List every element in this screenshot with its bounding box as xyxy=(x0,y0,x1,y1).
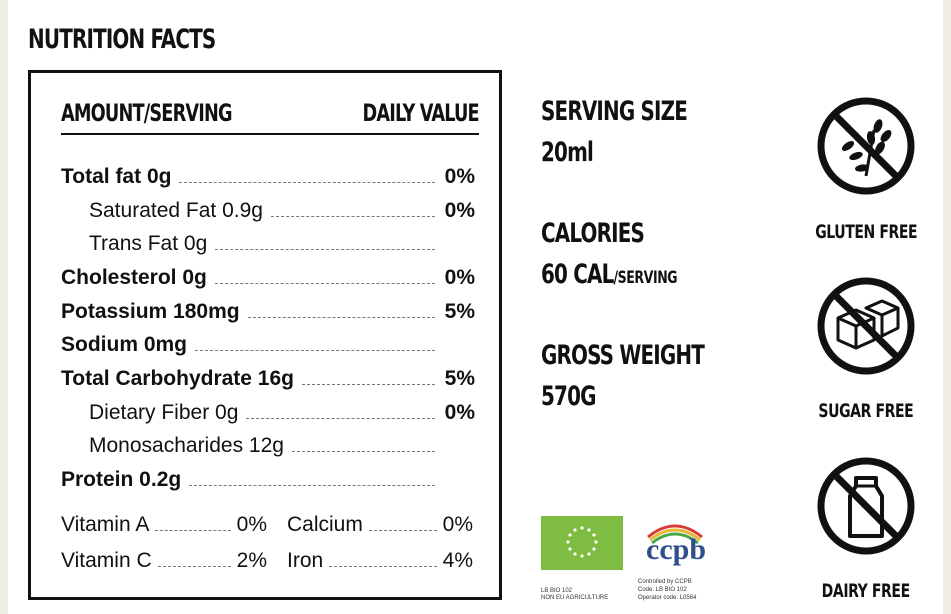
eu-cert-origin: NON EU AGRICULTURE xyxy=(541,595,609,601)
vitamin-pct: 2% xyxy=(236,549,267,572)
calories-amount: 60 CAL xyxy=(541,259,614,290)
vitamin-row: Vitamin A 0% Calcium 0% xyxy=(61,507,479,537)
serving-size-value: 20ml xyxy=(541,137,594,168)
ccpb-wordmark: ccpb xyxy=(646,533,706,566)
dot-leader xyxy=(195,350,435,351)
dot-leader xyxy=(329,566,437,567)
dot-leader xyxy=(270,216,435,217)
nutrient-name: Dietary Fiber 0g xyxy=(89,401,239,424)
vitamin-name: Vitamin C xyxy=(61,549,152,572)
nutrient-name: Trans Fat 0g xyxy=(89,232,208,255)
dot-leader xyxy=(368,530,437,531)
page-title: NUTRITION FACTS xyxy=(28,24,216,55)
dot-leader xyxy=(189,485,435,486)
nutrient-name: Potassium 180mg xyxy=(61,300,240,323)
nutrient-row: Sodium 0mg xyxy=(61,327,475,357)
dairy-free-icon xyxy=(816,456,916,561)
nutrient-pct: 0% xyxy=(444,165,475,188)
nutrient-name: Total fat 0g xyxy=(61,165,172,188)
dot-leader xyxy=(302,384,435,385)
nutrient-name: Saturated Fat 0.9g xyxy=(89,199,263,222)
eu-leaf-icon xyxy=(566,526,598,558)
gross-weight-value: 570G xyxy=(541,381,596,412)
nutrition-table: AMOUNT/SERVING DAILY VALUE Total fat 0g … xyxy=(28,70,502,600)
nutrient-pct: 0% xyxy=(444,266,475,289)
nutrient-row: Potassium 180mg 5% xyxy=(61,294,475,324)
gross-weight-label: GROSS WEIGHT xyxy=(541,340,705,371)
ccpb-operator-code: Operator code: L0564 xyxy=(638,595,697,601)
gluten-free-label: GLUTEN FREE xyxy=(814,221,918,243)
nutrient-row: Protein 0.2g xyxy=(61,462,475,492)
nutrient-pct: 5% xyxy=(444,300,475,323)
dot-leader xyxy=(246,418,435,419)
nutrient-row: Dietary Fiber 0g 0% xyxy=(89,395,475,425)
calories-unit: /SERVING xyxy=(613,268,678,288)
nutrient-name: Protein 0.2g xyxy=(61,468,182,491)
nutrient-pct: 0% xyxy=(444,199,475,222)
nutrient-row: Trans Fat 0g xyxy=(89,226,475,256)
nutrient-name: Cholesterol 0g xyxy=(61,266,207,289)
nutrition-panel: NUTRITION FACTS AMOUNT/SERVING DAILY VAL… xyxy=(8,0,943,614)
amount-serving-header: AMOUNT/SERVING xyxy=(61,99,233,127)
nutrient-name: Monosacharides 12g xyxy=(89,434,284,457)
dot-leader xyxy=(179,182,435,183)
vitamin-pct: 0% xyxy=(236,513,267,536)
gluten-free-icon xyxy=(816,96,916,201)
sugar-free-label: SUGAR FREE xyxy=(818,400,914,422)
dot-leader xyxy=(291,451,435,452)
mineral-name: Calcium xyxy=(287,513,363,536)
eu-cert-code: LB BIO 102 xyxy=(541,588,573,594)
sugar-free-icon xyxy=(816,276,916,381)
dot-leader xyxy=(155,530,231,531)
serving-size-label: SERVING SIZE xyxy=(541,96,688,127)
nutrient-row: Monosacharides 12g xyxy=(89,428,475,458)
vitamin-name: Vitamin A xyxy=(61,513,150,536)
vitamin-row: Vitamin C 2% Iron 4% xyxy=(61,543,479,573)
calories-value: 60 CAL/SERVING xyxy=(541,259,678,290)
mineral-name: Iron xyxy=(287,549,324,572)
nutrient-row: Saturated Fat 0.9g 0% xyxy=(89,193,475,223)
nutrient-name: Total Carbohydrate 16g xyxy=(61,367,294,390)
nutrient-pct: 5% xyxy=(444,367,475,390)
nutrient-row: Total fat 0g 0% xyxy=(61,159,475,189)
mineral-pct: 0% xyxy=(442,513,473,536)
nutrient-row: Cholesterol 0g 0% xyxy=(61,260,475,290)
dot-leader xyxy=(215,249,435,250)
nutrient-row: Total Carbohydrate 16g 5% xyxy=(61,361,475,391)
dairy-free-label: DAIRY FREE xyxy=(821,580,911,602)
nutrient-name: Sodium 0mg xyxy=(61,333,188,356)
table-header: AMOUNT/SERVING DAILY VALUE xyxy=(61,99,480,135)
dot-leader xyxy=(157,566,231,567)
eu-organic-logo xyxy=(541,516,623,570)
ccpb-arc-icon xyxy=(647,524,703,545)
daily-value-header: DAILY VALUE xyxy=(362,99,480,127)
ccpb-logo: ccpb xyxy=(638,515,712,573)
ccpb-controlled-by: Controlled by CCPB xyxy=(638,579,692,585)
nutrient-pct: 0% xyxy=(444,401,475,424)
dot-leader xyxy=(214,283,435,284)
ccpb-code: Code: LB BIO 102 xyxy=(638,587,687,593)
dot-leader xyxy=(247,317,435,318)
calories-label: CALORIES xyxy=(541,218,645,249)
mineral-pct: 4% xyxy=(442,549,473,572)
